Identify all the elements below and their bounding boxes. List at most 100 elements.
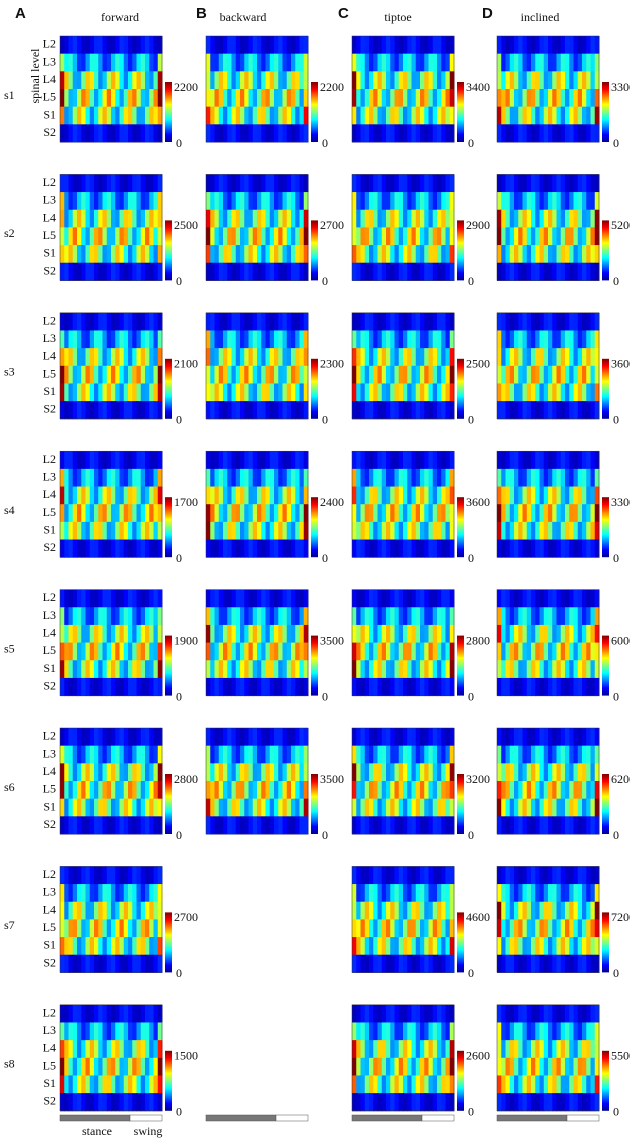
heatmap-cell [128, 210, 133, 228]
heatmap-cell [565, 313, 570, 331]
heatmap-cell [107, 1075, 112, 1093]
heatmap-cell [60, 1058, 65, 1076]
level-label: L4 [43, 902, 56, 916]
heatmap-cell [149, 89, 154, 107]
heatmap-cell [390, 678, 395, 696]
heatmap-cell [527, 678, 532, 696]
heatmap-cell [441, 227, 446, 245]
heatmap-cell [283, 746, 288, 764]
heatmap-cell [356, 884, 361, 902]
heatmap-cell [591, 902, 596, 920]
heatmap-cell [420, 174, 425, 192]
heatmap-cell [514, 366, 519, 384]
heatmap-cell [591, 487, 596, 505]
heatmap-cell [270, 643, 275, 661]
heatmap-cell [412, 36, 417, 54]
heatmap-cell [90, 1022, 95, 1040]
heatmap-cell [73, 330, 78, 348]
heatmap-cell [253, 522, 258, 540]
heatmap-cell [278, 401, 283, 419]
colorbar-min-label: 0 [322, 136, 328, 150]
heatmap-cell [544, 174, 549, 192]
heatmap-cell [98, 816, 103, 834]
colorbar [602, 636, 609, 696]
heatmap-cell [582, 366, 587, 384]
heatmap-cell [111, 643, 116, 661]
heatmap-cell [81, 71, 86, 89]
heatmap-cell [81, 919, 86, 937]
heatmap-cell [578, 728, 583, 746]
heatmap-cell [240, 522, 245, 540]
heatmap-cell [124, 660, 129, 678]
heatmap-cell [98, 401, 103, 419]
heatmap-cell [154, 71, 159, 89]
heatmap-cell [510, 504, 515, 522]
colorbar-max-label: 2300 [320, 357, 344, 371]
heatmap-cell [240, 383, 245, 401]
colorbar-min-label: 0 [322, 551, 328, 565]
heatmap-cell [94, 540, 99, 558]
heatmap-cell [441, 643, 446, 661]
heatmap-cell [373, 401, 378, 419]
heatmap-cell [141, 71, 146, 89]
heatmap-cell [420, 504, 425, 522]
heatmap-cell [210, 348, 215, 366]
heatmap-cell [441, 174, 446, 192]
colorbar-max-label: 7200 [611, 910, 630, 924]
heatmap-cell [523, 955, 528, 973]
heatmap-cell [574, 1093, 579, 1111]
heatmap-cell [373, 643, 378, 661]
heatmap-cell [535, 763, 540, 781]
heatmap-cell [497, 816, 502, 834]
heatmap-cell [506, 107, 511, 125]
heatmap-cell [73, 1022, 78, 1040]
heatmap-cell [390, 330, 395, 348]
heatmap-cell [291, 607, 296, 625]
heatmap-cell [261, 522, 266, 540]
heatmap-cell [107, 313, 112, 331]
heatmap-cell [361, 763, 366, 781]
heatmap-cell [257, 522, 262, 540]
heatmap-cell [382, 71, 387, 89]
heatmap-cell [227, 401, 232, 419]
heatmap-cell [141, 487, 146, 505]
heatmap-cell [514, 607, 519, 625]
heatmap-cell [586, 522, 591, 540]
heatmap-cell [433, 919, 438, 937]
heatmap-cell [548, 54, 553, 72]
heatmap-cell [386, 799, 391, 817]
heatmap-cell [386, 383, 391, 401]
heatmap-cell [378, 522, 383, 540]
heatmap-cell [544, 107, 549, 125]
heatmap-cell [266, 227, 271, 245]
heatmap-cell [557, 902, 562, 920]
heatmap-cell [369, 607, 374, 625]
level-label: S1 [43, 246, 56, 260]
heatmap-cell [86, 799, 91, 817]
heatmap-cell [416, 643, 421, 661]
heatmap-cell [236, 245, 241, 263]
heatmap-cell [60, 1005, 65, 1023]
heatmap-cell [552, 540, 557, 558]
heatmap-cell [373, 955, 378, 973]
heatmap-cell [591, 866, 596, 884]
heatmap-cell [523, 401, 528, 419]
heatmap-cell [69, 227, 74, 245]
heatmap-cell [591, 36, 596, 54]
heatmap-cell [261, 451, 266, 469]
heatmap-cell [399, 781, 404, 799]
heatmap-cell [206, 54, 211, 72]
heatmap-cell [141, 728, 146, 746]
heatmap-cell [240, 763, 245, 781]
heatmap-cell [407, 36, 412, 54]
heatmap-cell [501, 469, 506, 487]
heatmap-cell [433, 816, 438, 834]
heatmap-cell [412, 955, 417, 973]
colorbar-max-label: 2800 [174, 772, 198, 786]
heatmap-cell [295, 816, 300, 834]
heatmap-cell [291, 487, 296, 505]
heatmap-cell [287, 643, 292, 661]
heatmap-cell [586, 902, 591, 920]
heatmap-cell [137, 89, 142, 107]
heatmap-cell [514, 210, 519, 228]
